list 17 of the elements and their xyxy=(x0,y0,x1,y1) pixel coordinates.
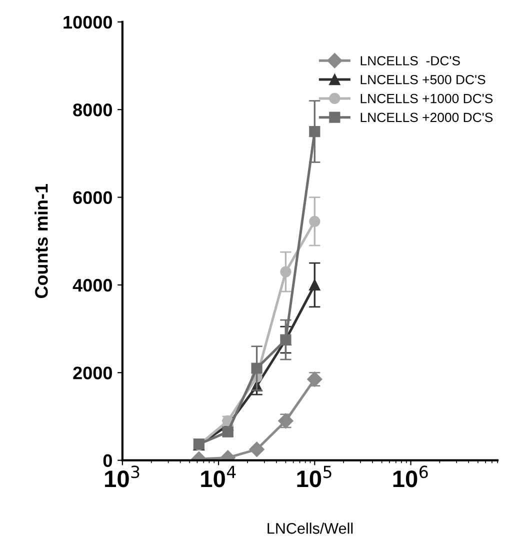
y-axis-title: Counts min-1 xyxy=(34,184,48,298)
point xyxy=(251,362,262,374)
legend-label: LNCELLS +1000 DC'S xyxy=(360,94,493,104)
x-axis-title: LNCells/Well xyxy=(268,522,353,534)
x-tick-label: 10$^{3}$ xyxy=(105,466,140,488)
legend-label: LNCELLS +2000 DC'S xyxy=(360,112,493,122)
legend-label: LNCELLS +500 DC'S xyxy=(360,74,486,84)
x-tick-label: 10$^{4}$ xyxy=(201,466,236,488)
x-tick-label: 10$^{5}$ xyxy=(297,466,332,488)
x-tick-label: 10$^{6}$ xyxy=(393,466,428,488)
y-tick-label: 6000 xyxy=(73,191,112,204)
y-tick-label: 10000 xyxy=(64,16,112,29)
y-tick-label: 4000 xyxy=(72,278,112,292)
y-tick-label: 2000 xyxy=(73,366,112,380)
y-tick-label: 0 xyxy=(103,454,112,468)
y-tick-label: 8000 xyxy=(73,104,112,116)
legend-label: LNCELLS -DC'S xyxy=(360,56,460,66)
